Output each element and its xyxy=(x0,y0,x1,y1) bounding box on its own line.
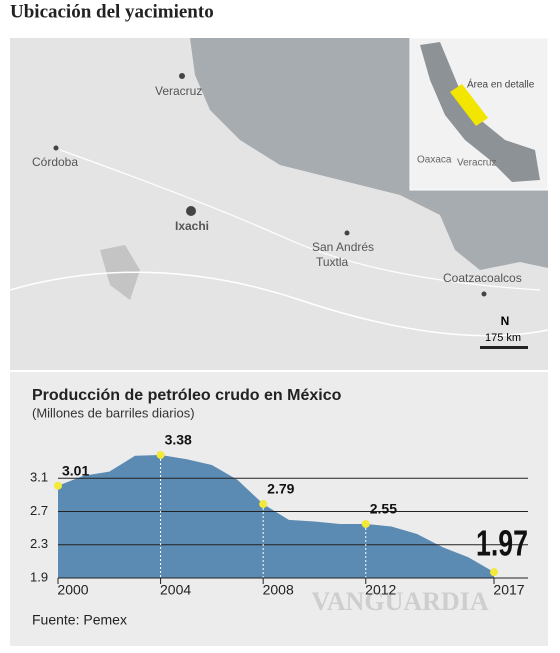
city-dot xyxy=(179,73,185,79)
watermark: VANGUARDIA xyxy=(311,587,488,616)
road xyxy=(9,271,549,337)
x-tick-label: 2017 xyxy=(493,582,524,598)
inset-label: Área en detalle xyxy=(467,78,535,91)
plot: 1.9 2.3 2.7 3.1 2000 3.01 2004 3.38 2008 2.79 2012… xyxy=(30,432,528,598)
city-label: Tuxtla xyxy=(316,255,349,269)
city-label: Córdoba xyxy=(32,155,78,169)
inset-label: Veracruz xyxy=(457,158,496,169)
scale-bar xyxy=(480,346,528,349)
area xyxy=(58,454,494,578)
city-dot xyxy=(186,206,196,216)
value-label: 1.97 xyxy=(476,523,528,564)
value-label: 3.01 xyxy=(62,462,89,478)
city-dot xyxy=(53,145,59,151)
city-label: Ixachi xyxy=(175,219,209,233)
x-tick-label: 2012 xyxy=(365,582,396,598)
chart-subtitle: (Millones de barriles diarios) xyxy=(32,405,195,420)
title: Ubicación del yacimiento xyxy=(10,1,214,22)
city-dot xyxy=(481,291,487,297)
map: Veracruz Córdoba Ixachi San Andrés Tuxtl… xyxy=(9,37,549,370)
value-label: 2.79 xyxy=(267,481,294,497)
x-tick-label: 2008 xyxy=(263,582,294,598)
detail-area xyxy=(450,84,488,126)
source: Fuente: Pemex xyxy=(32,612,127,628)
city-label: Veracruz xyxy=(155,84,202,98)
city-label: San Andrés xyxy=(312,240,374,254)
point xyxy=(259,500,268,509)
city-label: Coatzacoalcos xyxy=(443,271,522,285)
y-tick-label: 2.3 xyxy=(30,536,48,551)
scale-label: 175 km xyxy=(485,332,521,344)
point xyxy=(54,481,62,490)
point xyxy=(156,450,165,459)
road xyxy=(59,149,541,291)
inset-state xyxy=(420,42,540,182)
north: N xyxy=(501,314,510,328)
y-tick-label: 1.9 xyxy=(30,569,48,584)
inset-label: Oaxaca xyxy=(417,155,452,166)
point xyxy=(490,568,498,577)
city-dot xyxy=(344,230,350,236)
y-tick-label: 2.7 xyxy=(30,503,48,518)
x-tick-label: 2000 xyxy=(57,582,88,598)
point xyxy=(361,519,370,528)
value-label: 3.38 xyxy=(165,432,192,448)
value-label: 2.55 xyxy=(370,501,397,517)
x-tick-label: 2004 xyxy=(160,582,191,598)
chart-title: Producción de petróleo crudo en México xyxy=(32,387,342,404)
y-tick-label: 3.1 xyxy=(30,470,48,485)
